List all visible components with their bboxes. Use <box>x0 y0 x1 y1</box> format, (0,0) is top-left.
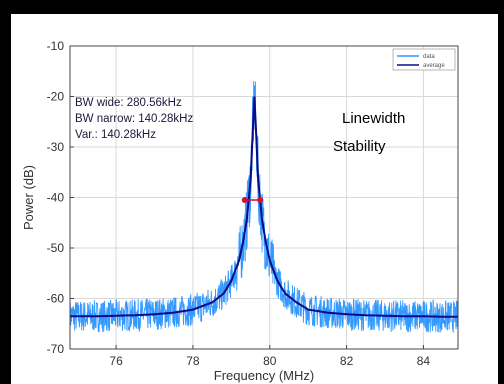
annotation-variance: Var.: 140.28kHz <box>75 129 156 141</box>
x-tick-label: 80 <box>263 354 277 368</box>
x-tick-label: 84 <box>417 354 431 368</box>
y-tick-label: -70 <box>47 342 65 356</box>
legend-label-average: average <box>423 63 445 69</box>
x-axis-label: Frequency (MHz) <box>214 368 314 383</box>
y-tick-label: -10 <box>47 39 65 53</box>
plot-content <box>70 80 458 333</box>
y-tick-label: -60 <box>47 292 65 306</box>
y-tick-label: -40 <box>47 191 65 205</box>
y-tick-label: -30 <box>47 140 65 154</box>
x-tick-label: 78 <box>186 354 200 368</box>
linewidth-label: Linewidth <box>342 110 405 127</box>
series-average-line <box>70 96 458 318</box>
x-tick-label: 76 <box>109 354 123 368</box>
stability-label: Stability <box>333 138 386 155</box>
annotation-bw-narrow: BW narrow: 140.28kHz <box>75 113 193 125</box>
x-tick-label: 82 <box>340 354 354 368</box>
figure-panel: 76 78 80 82 84 -10 -20 -30 -40 -50 -60 -70 Frequenc… <box>11 14 498 384</box>
y-tick-label: -50 <box>47 241 65 255</box>
axis-ticks: 76 78 80 82 84 -10 -20 -30 -40 -50 -60 -70 <box>47 39 431 368</box>
bandwidth-marker-point <box>241 197 248 204</box>
legend-label-data: data <box>423 54 435 60</box>
annotation-bw-wide: BW wide: 280.56kHz <box>75 97 182 109</box>
spectrum-chart: 76 78 80 82 84 -10 -20 -30 -40 -50 -60 -70 Frequenc… <box>21 39 459 383</box>
y-axis-label: Power (dB) <box>21 165 36 230</box>
y-tick-label: -20 <box>47 90 65 104</box>
legend: data average <box>392 48 456 71</box>
bandwidth-marker-point <box>257 197 264 204</box>
